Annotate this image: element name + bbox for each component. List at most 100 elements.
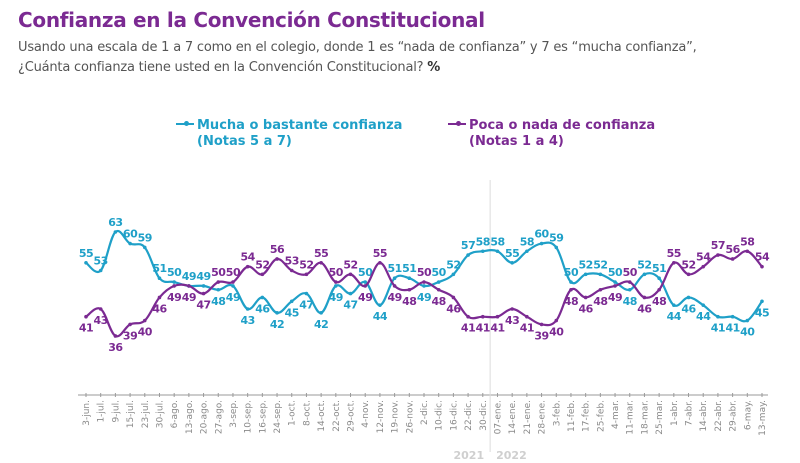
series-poca-point [98,307,103,311]
x-tick-label: 16-dic. [449,400,459,431]
series-poca-point [378,261,382,265]
series-mucha-data-label: 45 [285,306,299,319]
series-poca-data-label: 41 [461,322,475,335]
legend-poca-sublabel: (Notas 1 a 4) [469,134,564,149]
series-mucha-point [730,314,735,319]
legend-poca-label: Poca o nada de confianza [469,118,656,133]
series-mucha-point [260,295,265,300]
year-label-2021: 2021 [454,449,485,462]
series-poca-data-label: 52 [299,258,313,271]
x-tick-label: 1-jul. [97,400,107,423]
series-mucha-data-label: 50 [167,266,182,279]
series-poca-data-label: 49 [167,291,181,304]
series-mucha-data-label: 49 [182,270,196,283]
series-mucha-point [598,272,603,277]
series-poca-point [142,318,147,323]
series-mucha-point [142,245,147,250]
x-tick-label: 22-abr. [714,400,724,432]
series-mucha-point [348,291,353,296]
series-mucha-point [407,276,412,281]
x-tick-label: 11-feb. [567,400,577,432]
legend-poca: Poca o nada de confianza (Notas 1 a 4) [448,118,655,150]
series-mucha-point [172,280,176,284]
x-tick-label: 3-jun. [82,400,92,426]
series-poca-point [480,314,485,319]
series-mucha-data-label: 41 [725,322,739,335]
series-mucha-point [128,241,132,246]
series-mucha-point [760,299,764,304]
series-mucha-point [569,280,573,284]
series-poca-data-label: 58 [740,235,754,248]
series-mucha-point [201,284,206,288]
series-poca-point [172,284,176,288]
series-mucha-data-label: 49 [329,291,343,304]
series-poca-point [113,334,118,338]
x-tick-label: 14-ene. [508,400,518,434]
series-mucha-point [84,261,88,265]
series-poca-data-label: 48 [402,295,416,308]
series-poca-data-label: 52 [343,258,357,271]
series-mucha-point [275,311,279,315]
series-mucha-data-label: 53 [94,255,108,268]
series-poca-point [701,264,706,269]
series-poca-data-label: 52 [255,258,269,271]
series-mucha-data-label: 50 [358,266,373,279]
x-tick-label: 3-feb. [552,400,562,426]
series-mucha-point [245,307,250,311]
x-tick-label: 25-feb. [596,400,606,432]
series-poca-data-label: 54 [755,251,770,264]
series-poca-data-label: 48 [432,295,446,308]
series-poca-data-label: 56 [725,243,740,256]
x-tick-label: 16-sep. [258,400,268,434]
series-mucha-data-label: 51 [387,262,401,275]
series-poca-point [657,287,661,292]
x-tick-label: 10-sep. [244,400,254,434]
x-tick-label: 23-jul. [141,400,151,428]
series-poca-data-label: 40 [549,326,564,339]
series-poca-data-label: 55 [314,247,328,260]
series-mucha-data-label: 51 [652,262,666,275]
series-poca-point [613,284,617,288]
series-poca-data-label: 47 [196,299,210,312]
series-poca-point [642,295,647,300]
x-tick-label: 22-oct. [332,400,342,432]
series-poca-data-label: 46 [446,302,461,315]
x-tick-label: 4-mar. [611,400,621,429]
x-tick-label: 6-may. [743,400,753,430]
series-mucha-data-label: 63 [108,216,122,229]
series-mucha-point [583,272,588,277]
series-mucha-point [495,249,500,254]
series-poca-point [84,314,88,319]
series-poca-point [510,307,514,311]
series-poca-data-label: 56 [270,243,285,256]
series-mucha-point [657,276,661,281]
series-mucha-point [289,299,294,304]
series-poca-data-label: 46 [578,302,593,315]
series-mucha-data-label: 42 [314,318,328,331]
series-poca-point [730,257,735,261]
series-mucha-point [525,249,529,254]
series-poca-data-label: 40 [138,326,153,339]
series-mucha-data-label: 50 [432,266,447,279]
series-mucha-data-label: 44 [373,310,388,323]
x-tick-label: 3-sep. [229,400,239,428]
legend-mucha-sublabel: (Notas 5 a 7) [197,134,292,149]
series-mucha-data-label: 48 [623,295,637,308]
series-mucha-point [627,287,632,292]
series-mucha-data-label: 52 [578,258,592,271]
x-tick-label: 1-abr. [670,400,680,426]
series-mucha-data-label: 59 [138,231,152,244]
x-tick-label: 13-ago. [185,400,195,434]
series-poca-point [569,287,573,292]
series-mucha-data-label: 46 [681,302,696,315]
series-poca-point [289,268,294,273]
series-mucha-point [334,284,338,288]
series-mucha-data-label: 48 [211,295,225,308]
series-poca-point [187,284,191,288]
x-tick-label: 1-oct. [288,400,298,426]
series-mucha-point [539,241,544,246]
series-poca-point [436,287,441,292]
series-mucha-data-label: 44 [696,310,711,323]
series-poca-data-label: 36 [108,341,123,354]
series-mucha-data-label: 57 [461,239,475,252]
